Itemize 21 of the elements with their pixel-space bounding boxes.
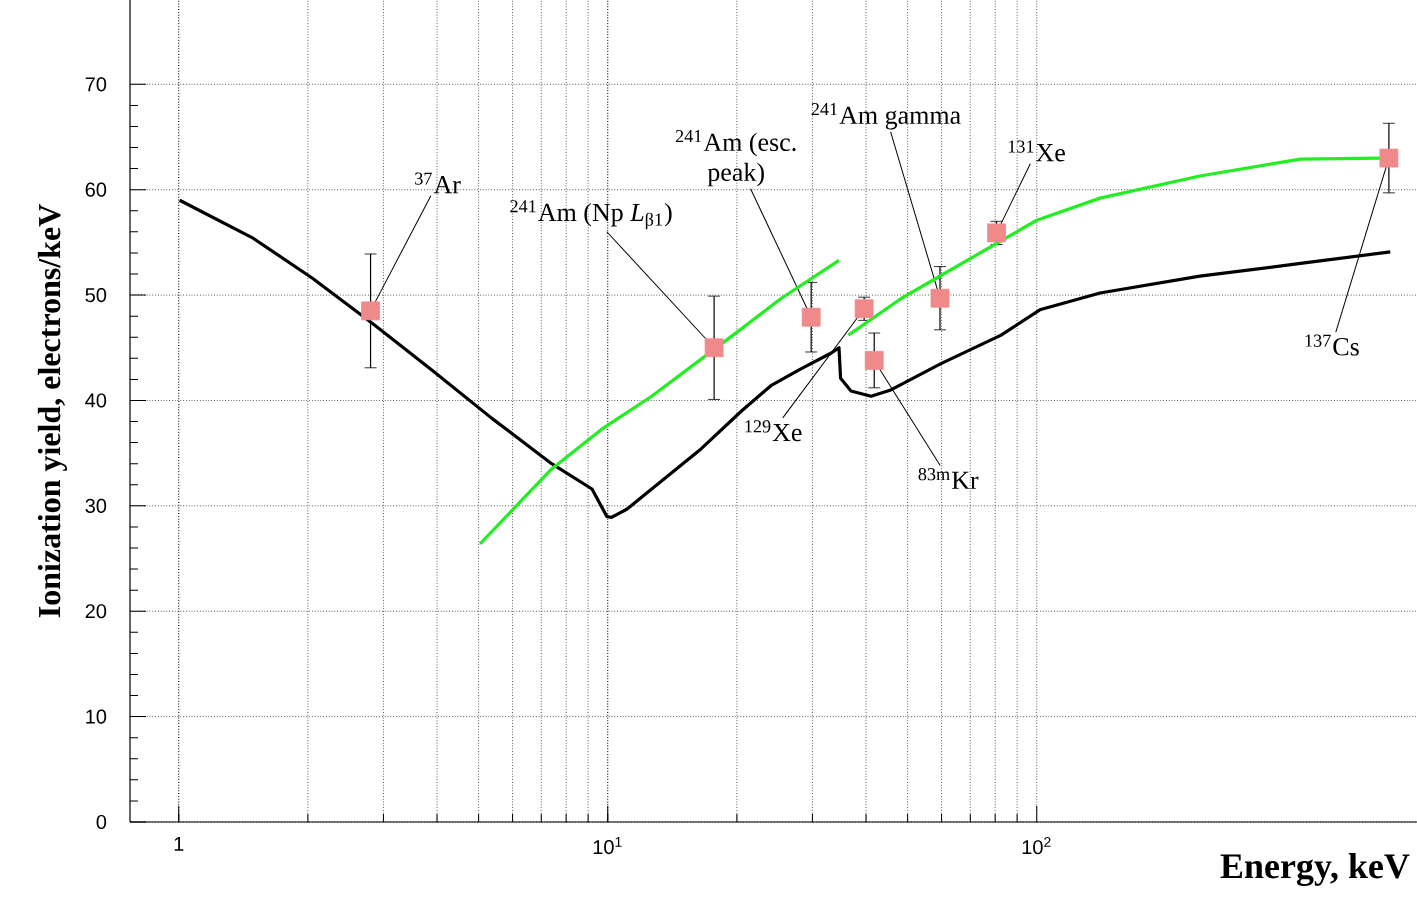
annotation: $^{83m}$Kr	[918, 468, 979, 489]
y-tick-label: 50	[85, 288, 107, 303]
x-tick-label: 1	[174, 837, 184, 851]
annotation: $^{37}$Ar	[415, 172, 461, 194]
annotation: $^{131}$Xe	[1008, 140, 1065, 162]
y-tick-label: 10	[86, 709, 107, 724]
x-axis-title: Energy, keV	[1220, 853, 1410, 886]
y-tick-label: 20	[85, 604, 107, 619]
x-tick-label: 10$^{2}$	[1022, 837, 1051, 855]
annotation: $^{241}$Am (Np L$_{β1}$)	[510, 200, 672, 230]
y-tick-label: 60	[85, 182, 107, 197]
y-tick-label: 40	[85, 393, 107, 408]
annotation: $^{137}$Cs	[1305, 334, 1359, 356]
annotation: $^{129}$Xe	[745, 420, 802, 442]
y-tick-label: 30	[85, 498, 107, 513]
y-axis-title: Ionization yield, electrons/keV	[37, 204, 67, 618]
annotation: $^{241}$Am (esc. peak)	[675, 130, 796, 187]
y-tick-label: 70	[85, 77, 107, 92]
y-tick-label: 0	[96, 814, 107, 830]
x-tick-label: 10$^{1}$	[593, 837, 622, 855]
annotation: $^{241}$Am gamma	[811, 103, 961, 130]
